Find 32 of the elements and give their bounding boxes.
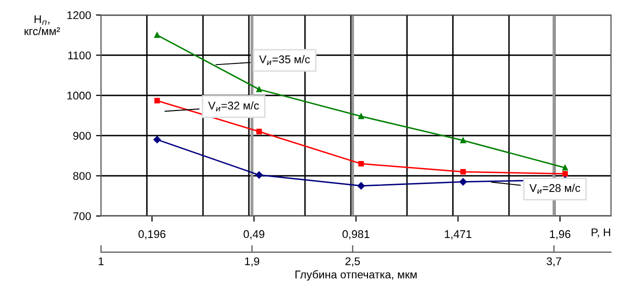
y-tick-label: 800 [73, 172, 91, 180]
series-label: V$_{и}$=28 м/с [529, 184, 580, 194]
x-tick-label: 1,471 [444, 230, 472, 240]
x-tick-label: 1,96 [550, 230, 570, 240]
point [562, 171, 568, 177]
y-tick-label: 1100 [68, 51, 91, 60]
y-tick-label: 1000 [67, 92, 91, 100]
x2-tick-label: 2,5 [345, 257, 360, 267]
point [357, 182, 365, 190]
point [256, 128, 262, 134]
x2-tick-label: 3,7 [546, 257, 562, 267]
x-tick-label: 0,49 [244, 230, 264, 240]
y-axis-title: H$_{п}$, кгс/мм² [24, 15, 60, 36]
y-tick-label: 900 [73, 132, 91, 140]
x2-tick-label: 1 [98, 257, 104, 266]
x-axis-title: P, Н [592, 228, 610, 238]
point [153, 136, 161, 144]
x-tick-label: 0,981 [342, 230, 370, 240]
series-label: V$_{и}$=32 м/с [208, 101, 259, 112]
x-tick-label: 0,196 [138, 230, 166, 240]
point [255, 171, 263, 179]
series-label: V$_{и}$=35 м/с [259, 55, 310, 66]
point [154, 32, 160, 38]
point [460, 169, 466, 175]
point [562, 164, 568, 171]
x2-tick-label: 1,9 [245, 257, 260, 267]
point [459, 178, 467, 186]
y-tick-label: 1200 [67, 11, 91, 20]
x2-axis-title: Глубина отпечатка, мкм [296, 270, 417, 281]
y-tick-label: 700 [73, 212, 91, 220]
point [358, 160, 364, 167]
point [154, 98, 160, 104]
